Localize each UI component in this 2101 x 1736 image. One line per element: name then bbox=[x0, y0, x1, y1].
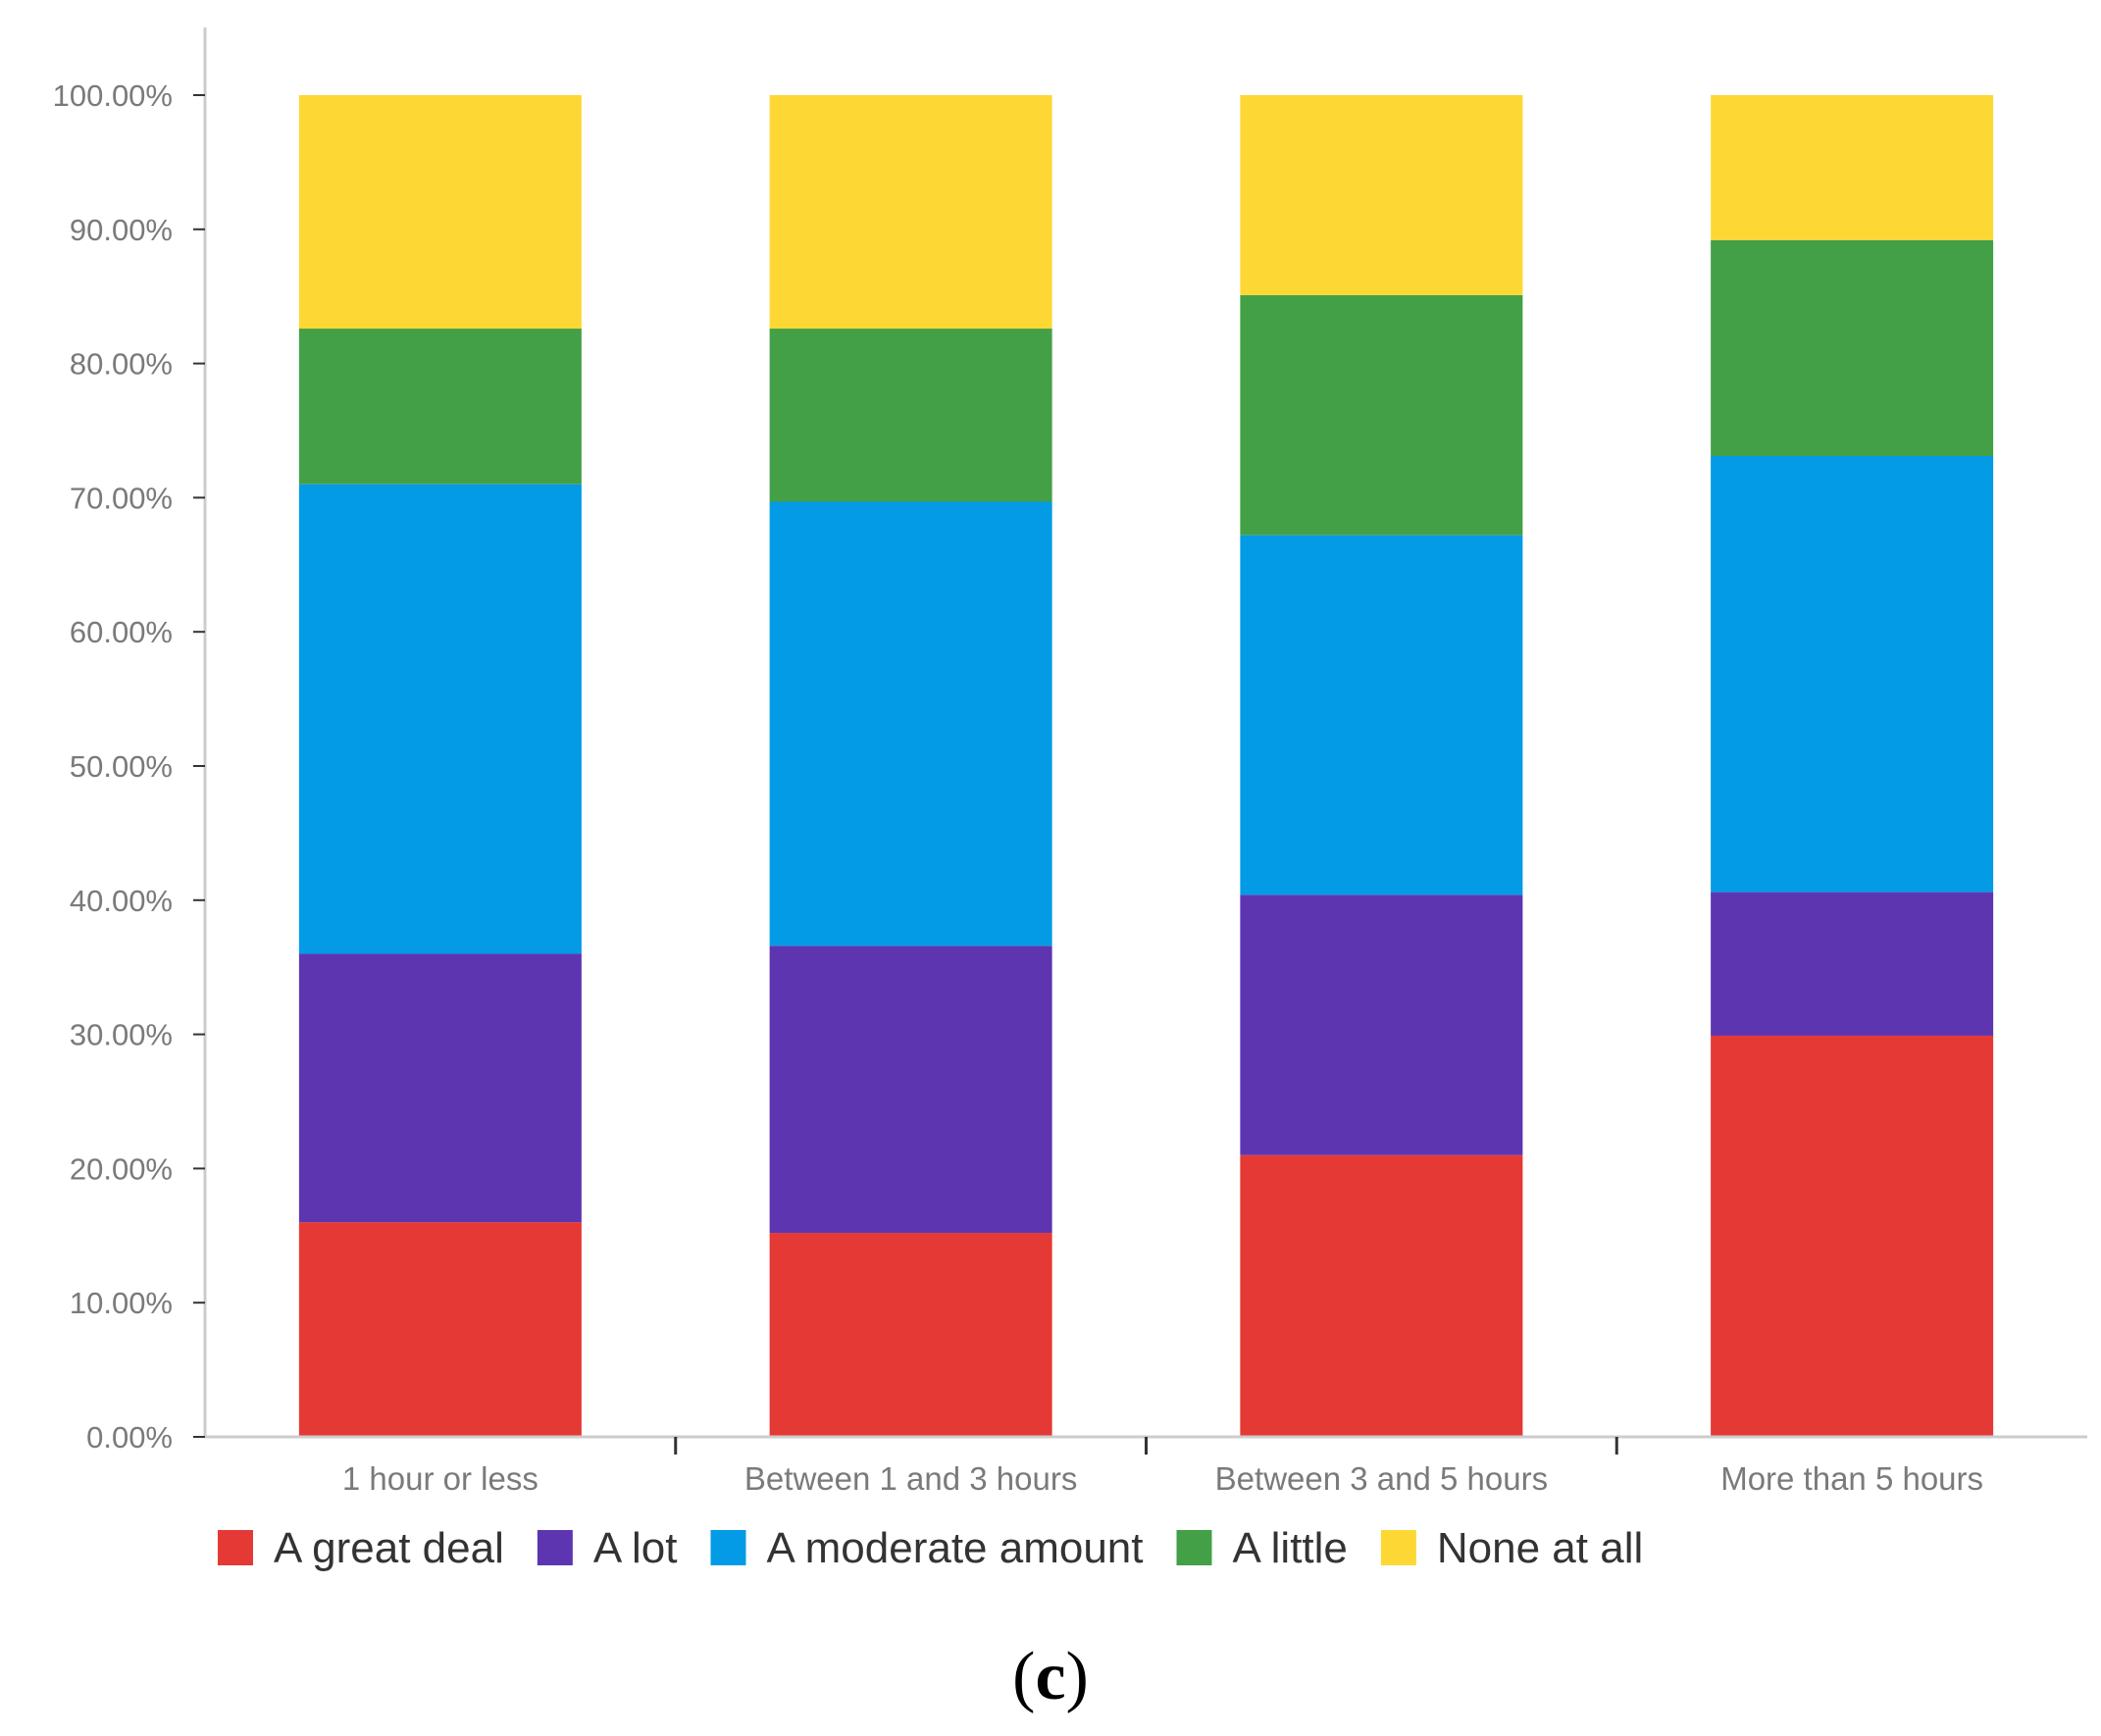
bar-segment-5-cat-1 bbox=[298, 95, 582, 330]
y-tick-label: 20.00% bbox=[70, 1151, 173, 1186]
legend: A great deal A lot A moderate amount A litt… bbox=[218, 1524, 1643, 1572]
legend-label-1: A great deal bbox=[274, 1524, 504, 1572]
bar-segment-5-cat-3 bbox=[1240, 95, 1523, 295]
bar-segment-2-cat-3 bbox=[1240, 894, 1523, 1155]
bar-segment-3-cat-2 bbox=[769, 501, 1052, 946]
bars-group bbox=[298, 95, 1994, 1437]
y-tick-label: 40.00% bbox=[70, 884, 173, 918]
bar-segment-3-cat-4 bbox=[1711, 455, 1994, 893]
y-tick-label: 50.00% bbox=[70, 749, 173, 784]
bar-segment-1-cat-4 bbox=[1711, 1035, 1994, 1437]
x-tick-label: 1 hour or less bbox=[342, 1460, 538, 1497]
y-ticks-group: 0.00% 10.00% 20.00% 30.00% 40.00% 50.00% 60.00… bbox=[53, 78, 205, 1455]
legend-label-3: A moderate amount bbox=[766, 1524, 1143, 1572]
y-tick-label: 0.00% bbox=[86, 1420, 173, 1455]
bar-segment-3-cat-3 bbox=[1240, 535, 1523, 895]
bar-segment-5-cat-2 bbox=[769, 95, 1052, 330]
legend-swatch-3 bbox=[710, 1530, 746, 1565]
legend-label-5: None at all bbox=[1437, 1524, 1643, 1572]
y-tick-label: 70.00% bbox=[70, 481, 173, 515]
y-tick-label: 90.00% bbox=[70, 213, 173, 247]
bar-segment-4-cat-1 bbox=[298, 329, 582, 485]
bar-segment-4-cat-2 bbox=[769, 329, 1052, 502]
bar-segment-2-cat-4 bbox=[1711, 892, 1994, 1036]
x-ticks-group: 1 hour or less Between 1 and 3 hours Betwe… bbox=[342, 1437, 1983, 1497]
legend-swatch-5 bbox=[1380, 1530, 1416, 1565]
bar-segment-2-cat-2 bbox=[769, 945, 1052, 1234]
bar-segment-2-cat-1 bbox=[298, 953, 582, 1223]
legend-swatch-4 bbox=[1176, 1530, 1212, 1565]
bar-segment-4-cat-3 bbox=[1240, 294, 1523, 536]
panel-label: (c) bbox=[1012, 1639, 1089, 1714]
legend-label-4: A little bbox=[1233, 1524, 1348, 1572]
y-tick-label: 60.00% bbox=[70, 615, 173, 649]
panel-label-letter: c bbox=[1035, 1639, 1065, 1714]
legend-swatch-1 bbox=[218, 1530, 253, 1565]
y-tick-label: 100.00% bbox=[53, 78, 173, 113]
x-tick-label: Between 1 and 3 hours bbox=[744, 1460, 1077, 1497]
panel-label-close: ) bbox=[1066, 1639, 1089, 1714]
bar-segment-3-cat-1 bbox=[298, 484, 582, 954]
y-tick-label: 10.00% bbox=[70, 1286, 173, 1320]
y-tick-label: 30.00% bbox=[70, 1018, 173, 1052]
bar-segment-1-cat-2 bbox=[769, 1233, 1052, 1437]
panel-label-open: ( bbox=[1012, 1639, 1035, 1714]
legend-label-2: A lot bbox=[593, 1524, 678, 1572]
x-tick-label: Between 3 and 5 hours bbox=[1215, 1460, 1548, 1497]
bar-segment-4-cat-4 bbox=[1711, 239, 1994, 456]
bar-segment-1-cat-3 bbox=[1240, 1154, 1523, 1437]
bar-segment-1-cat-1 bbox=[298, 1222, 582, 1437]
y-tick-label: 80.00% bbox=[70, 347, 173, 382]
bar-segment-5-cat-4 bbox=[1711, 95, 1994, 240]
x-tick-label: More than 5 hours bbox=[1720, 1460, 1983, 1497]
legend-swatch-2 bbox=[537, 1530, 573, 1565]
